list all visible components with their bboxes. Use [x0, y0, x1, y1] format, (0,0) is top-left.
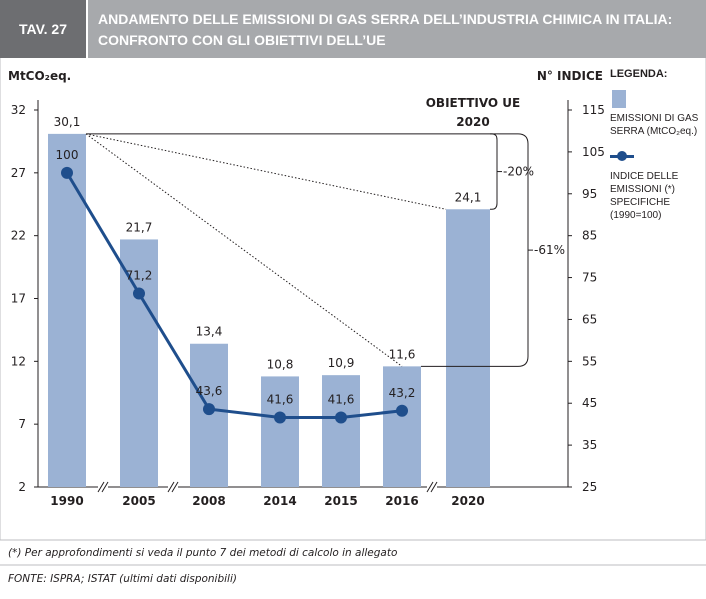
x-tick-label: 1990	[50, 494, 83, 508]
bar-label: 11,6	[389, 347, 416, 361]
x-tick-label: 2005	[122, 494, 155, 508]
axis-break	[98, 482, 108, 492]
reference-line	[85, 133, 447, 210]
x-tick-label: 2014	[263, 494, 296, 508]
index-label: 71,2	[126, 268, 153, 282]
index-point	[274, 411, 286, 424]
footnote: (*) Per approfondimenti si veda il punto…	[8, 547, 397, 559]
source: FONTE: ISPRA; ISTAT (ultimi dati disponi…	[8, 573, 237, 585]
index-point	[396, 404, 408, 417]
annotation: OBIETTIVO UE	[426, 96, 521, 110]
frame	[0, 58, 706, 541]
x-tick-label: 2020	[451, 494, 484, 508]
legend-item: EMISSIONI DI GAS SERRA (MtCO₂eq.)	[610, 86, 702, 138]
y2-tick-label: 75	[582, 271, 597, 285]
y2-tick-label: 85	[582, 229, 597, 243]
bar-label: 10,9	[328, 356, 355, 370]
y2-tick-label: 25	[582, 480, 597, 494]
bar	[48, 133, 86, 488]
reference-line	[85, 133, 403, 367]
title: ANDAMENTO DELLE EMISSIONI DI GAS SERRA D…	[98, 11, 672, 27]
title: CONFRONTO CON GLI OBIETTIVI DELL’UE	[98, 32, 386, 48]
index-point	[61, 166, 73, 179]
axis-break	[171, 481, 179, 493]
x-tick-label: 2016	[385, 494, 418, 508]
legend-swatch	[612, 90, 626, 108]
y-tick-label: 22	[11, 229, 26, 243]
bracket	[490, 133, 498, 210]
bar-label: 10,8	[267, 357, 294, 371]
index-point	[133, 287, 145, 300]
legend-label: INDICE DELLE EMISSIONI (*) SPECIFICHE (1…	[610, 171, 679, 221]
axis-break	[97, 481, 105, 493]
bar-label: 24,1	[455, 190, 482, 204]
legend: LEGENDA: EMISSIONI DI GAS SERRA (MtCO₂eq…	[610, 68, 702, 222]
bar	[190, 343, 228, 487]
tag-box	[0, 0, 86, 58]
y-tick-label: 2	[18, 480, 26, 494]
axis-break	[167, 481, 175, 493]
y-axis-label: MtCO₂eq.	[8, 69, 71, 83]
bar	[383, 366, 421, 487]
y2-tick-label: 105	[582, 145, 605, 159]
x-tick-label: 2015	[324, 494, 357, 508]
index-point	[335, 411, 347, 424]
y-tick-label: 7	[18, 417, 26, 431]
y-tick-label: 27	[11, 166, 26, 180]
annotation: 2020	[456, 115, 489, 129]
index-label: 43,2	[389, 386, 416, 400]
legend-item: INDICE DELLE EMISSIONI (*) SPECIFICHE (1…	[610, 144, 702, 222]
index-label: 41,6	[267, 392, 294, 406]
bar	[261, 376, 299, 487]
legend-title: LEGENDA:	[610, 68, 668, 80]
y-tick-label: 12	[11, 354, 26, 368]
tag: TAV. 27	[19, 21, 67, 37]
annotation: -20%	[503, 165, 534, 179]
y2-tick-label: 55	[582, 354, 597, 368]
y2-tick-label: 35	[582, 438, 597, 452]
annotation: -61%	[534, 243, 565, 257]
axis-break	[426, 481, 434, 493]
x-tick-label: 2008	[192, 494, 225, 508]
y-tick-label: 17	[11, 292, 26, 306]
axis-break	[101, 481, 109, 493]
bar-label: 21,7	[126, 220, 153, 234]
y2-tick-label: 65	[582, 312, 597, 326]
index-label: 43,6	[196, 384, 223, 398]
legend-swatch	[617, 151, 627, 161]
y2-tick-label: 115	[582, 103, 605, 117]
index-label: 100	[56, 148, 79, 162]
index-label: 41,6	[328, 392, 355, 406]
bar-label: 13,4	[196, 325, 223, 339]
bar	[322, 375, 360, 487]
index-line	[65, 172, 403, 419]
axis-break	[168, 482, 178, 492]
bar-label: 30,1	[54, 115, 81, 129]
legend-label: EMISSIONI DI GAS SERRA (MtCO₂eq.)	[610, 113, 699, 137]
y2-tick-label: 45	[582, 396, 597, 410]
bar	[446, 209, 490, 487]
axis-break	[427, 482, 437, 492]
y2-tick-label: 95	[582, 187, 597, 201]
axis-break	[430, 481, 438, 493]
bar	[120, 239, 158, 487]
index-point	[203, 403, 215, 416]
title-box	[88, 0, 706, 58]
y2-axis-label: N° INDICE	[537, 69, 603, 83]
y-tick-label: 32	[11, 103, 26, 117]
